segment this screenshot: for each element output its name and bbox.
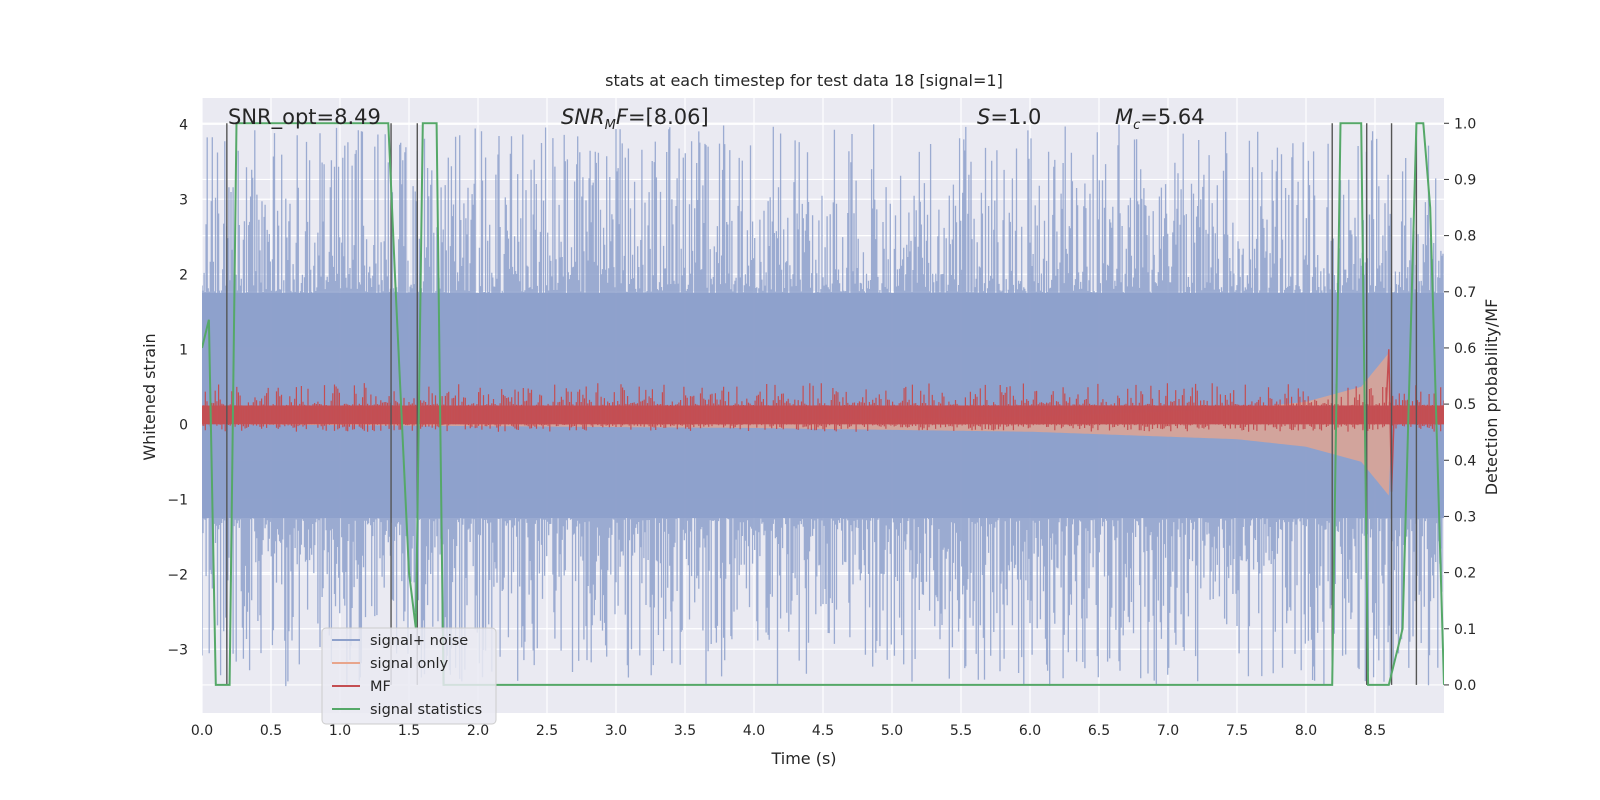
- signal-statistics-line: [202, 122, 1444, 686]
- y-tick-label: 2: [179, 267, 188, 283]
- x-tick-label: 2.0: [467, 723, 489, 739]
- y2-tick-label: 0.0: [1454, 678, 1476, 694]
- annotation-s: S=1.0: [977, 105, 1041, 129]
- y-tick-label: 3: [179, 192, 188, 208]
- y2-axis-ticks: 0.0 0.1 0.2 0.3 0.4 0.5 0.6 0.7 0.8 0.9 1.0: [1444, 116, 1476, 694]
- x-tick-label: 8.0: [1295, 723, 1317, 739]
- x-tick-label: 5.0: [881, 723, 903, 739]
- y2-axis-label: Detection probability/MF: [1482, 299, 1501, 496]
- legend-item-mf: MF: [332, 679, 391, 695]
- x-tick-label: 3.0: [605, 723, 627, 739]
- x-tick-label: 6.0: [1019, 723, 1041, 739]
- annotation-snr-opt: SNR_opt=8.49: [228, 105, 381, 130]
- x-tick-label: 7.5: [1226, 723, 1248, 739]
- y-tick-label: −2: [167, 567, 188, 583]
- x-axis-ticks: 0.0 0.5 1.0 1.5 2.0 2.5 3.0 3.5 4.0 4.5 5.0 5.5 6.0 6…: [191, 723, 1386, 739]
- y2-tick-label: 0.2: [1454, 566, 1476, 582]
- y2-tick-label: 0.4: [1454, 453, 1476, 469]
- legend-label: MF: [370, 679, 391, 695]
- y2-tick-label: 1.0: [1454, 116, 1476, 132]
- legend-item-signal-noise: signal+ noise: [332, 633, 468, 649]
- y-axis-ticks: −3 −2 −1 0 1 2 3 4: [167, 117, 188, 658]
- legend-box: [321, 627, 497, 725]
- legend-item-signal-statistics: signal statistics: [332, 702, 482, 718]
- x-tick-label: 1.0: [329, 723, 351, 739]
- x-tick-label: 2.5: [536, 723, 558, 739]
- y2-tick-label: 0.7: [1454, 285, 1476, 301]
- x-tick-label: 1.5: [398, 723, 420, 739]
- x-axis-label: Time (s): [770, 749, 836, 768]
- x-tick-label: 8.5: [1364, 723, 1386, 739]
- y-axis-label: Whitened strain: [140, 333, 159, 460]
- y2-tick-label: 0.1: [1454, 622, 1476, 638]
- y-tick-label: −3: [167, 642, 188, 658]
- series-signal-statistics: [202, 122, 1444, 686]
- y2-tick-label: 0.5: [1454, 397, 1476, 413]
- series-mf: [202, 349, 1444, 492]
- x-tick-label: 4.5: [812, 723, 834, 739]
- chart-title: stats at each timestep for test data 18 …: [605, 71, 1003, 90]
- annotation-snr-mf: SNRMF=[8.06]: [561, 105, 709, 133]
- y-tick-label: 0: [179, 417, 188, 433]
- y2-tick-label: 0.6: [1454, 341, 1476, 357]
- legend-label: signal only: [370, 656, 449, 672]
- x-tick-label: 4.0: [743, 723, 765, 739]
- x-tick-label: 0.5: [260, 723, 282, 739]
- x-tick-label: 5.5: [950, 723, 972, 739]
- y2-tick-label: 0.8: [1454, 229, 1476, 245]
- legend-label: signal+ noise: [370, 633, 468, 649]
- x-tick-label: 0.0: [191, 723, 213, 739]
- y-tick-label: 4: [179, 117, 188, 133]
- mf-spikes: [202, 383, 1444, 432]
- legend-item-signal-only: signal only: [332, 656, 449, 672]
- y2-tick-label: 0.3: [1454, 509, 1476, 525]
- mf-peak: [1385, 349, 1396, 492]
- legend: signal+ noise signal only MF signal stat…: [321, 627, 497, 725]
- x-tick-label: 6.5: [1088, 723, 1110, 739]
- annotation-mc: Mc=5.64: [1115, 105, 1205, 133]
- x-tick-label: 3.5: [674, 723, 696, 739]
- y-tick-label: −1: [167, 492, 188, 508]
- y-tick-label: 1: [179, 342, 188, 358]
- y2-tick-label: 0.9: [1454, 172, 1476, 188]
- plot-area: [202, 122, 1444, 687]
- x-tick-label: 7.0: [1157, 723, 1179, 739]
- legend-label: signal statistics: [370, 702, 482, 718]
